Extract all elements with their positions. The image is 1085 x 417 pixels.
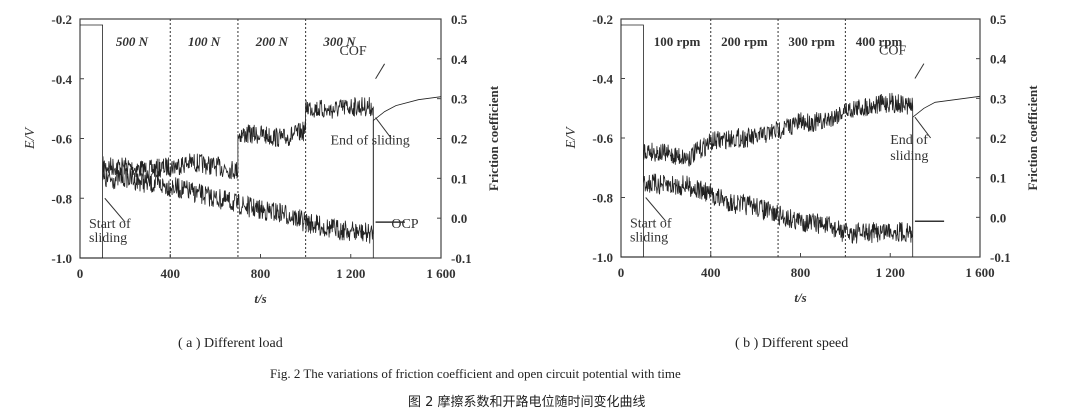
y2-axis-label: Friction coefficient <box>486 85 501 191</box>
series-ocp <box>621 24 981 244</box>
series-ocp <box>80 24 442 244</box>
arrow-end <box>914 116 932 139</box>
arrow-start <box>645 197 667 222</box>
y2-tick-label: 0.4 <box>451 52 468 67</box>
x-axis-label: t/s <box>254 291 266 306</box>
annotation-start: Start of <box>630 216 672 231</box>
annotation-end: sliding <box>890 149 928 164</box>
region-label: 500 N <box>116 34 149 49</box>
arrow-cof <box>914 63 925 79</box>
y2-tick-label: 0.0 <box>451 211 467 226</box>
x-tick-label: 0 <box>618 265 625 280</box>
y-tick-label: -0.6 <box>592 131 613 146</box>
x-tick-label: 400 <box>701 265 721 280</box>
y2-axis-label: Friction coefficient <box>1025 85 1040 191</box>
y-axis-label: E/V <box>23 127 38 150</box>
y2-tick-label: 0.3 <box>451 92 468 107</box>
y2-tick-label: -0.1 <box>990 250 1011 265</box>
x-tick-label: 800 <box>791 265 811 280</box>
region-label: 300 N <box>322 34 356 49</box>
region-label: 200 N <box>255 34 289 49</box>
y-tick-label: -0.8 <box>592 191 613 206</box>
y-tick-label: -0.2 <box>51 12 72 27</box>
annotation-start: sliding <box>630 230 668 245</box>
y-axis-label: E/V <box>564 126 579 149</box>
arrow-cof <box>375 63 386 80</box>
annotation-end: End of <box>890 133 928 148</box>
y2-tick-label: 0.4 <box>990 52 1007 67</box>
arrow-start <box>104 197 126 223</box>
x-tick-label: 1 600 <box>426 266 455 281</box>
y2-tick-label: 0.0 <box>990 210 1006 225</box>
x-axis-label: t/s <box>794 290 806 305</box>
annotation-start: sliding <box>89 231 127 246</box>
region-label: 200 rpm <box>721 34 768 49</box>
annotation-end: End of sliding <box>330 133 409 148</box>
y-tick-label: -0.4 <box>592 72 613 87</box>
y2-tick-label: 0.5 <box>990 12 1007 27</box>
series-cof <box>80 97 374 259</box>
y-tick-label: -0.4 <box>51 72 72 87</box>
figure-caption-en: Fig. 2 The variations of friction coeffi… <box>270 366 681 381</box>
y-tick-label: -1.0 <box>592 250 613 265</box>
region-label: 400 rpm <box>856 34 903 49</box>
x-tick-label: 800 <box>251 266 271 281</box>
y2-tick-label: -0.1 <box>451 251 472 266</box>
y2-tick-label: 0.3 <box>990 91 1007 106</box>
annotation-start: Start of <box>89 217 131 232</box>
x-tick-label: 1 200 <box>876 265 905 280</box>
y-tick-label: -0.8 <box>51 191 72 206</box>
y2-tick-label: 0.1 <box>990 171 1006 186</box>
y-tick-label: -0.6 <box>51 132 72 147</box>
annotation-ocp: OCP <box>391 217 418 232</box>
x-tick-label: 1 200 <box>336 266 365 281</box>
y2-tick-label: 0.2 <box>451 132 467 147</box>
series-cof <box>621 92 914 258</box>
region-label: 300 rpm <box>788 34 835 49</box>
y-tick-label: -0.2 <box>592 12 613 27</box>
annotation-cof: COF <box>879 44 906 59</box>
y2-tick-label: 0.2 <box>990 131 1006 146</box>
y2-tick-label: 0.5 <box>451 12 468 27</box>
x-tick-label: 400 <box>161 266 181 281</box>
arrow-end <box>375 117 392 139</box>
region-label: 100 rpm <box>654 34 701 49</box>
x-tick-label: 1 600 <box>965 265 994 280</box>
subcaption-b: ( b ) Different speed <box>735 336 849 351</box>
y-tick-label: -1.0 <box>51 251 72 266</box>
x-tick-label: 0 <box>77 266 84 281</box>
region-label: 100 N <box>188 34 221 49</box>
subcaption-a: ( a ) Different load <box>178 336 283 351</box>
annotation-cof: COF <box>339 44 366 59</box>
y2-tick-label: 0.1 <box>451 171 467 186</box>
figure-caption-zh: 图 2 摩擦系数和开路电位随时间变化曲线 <box>408 395 646 410</box>
